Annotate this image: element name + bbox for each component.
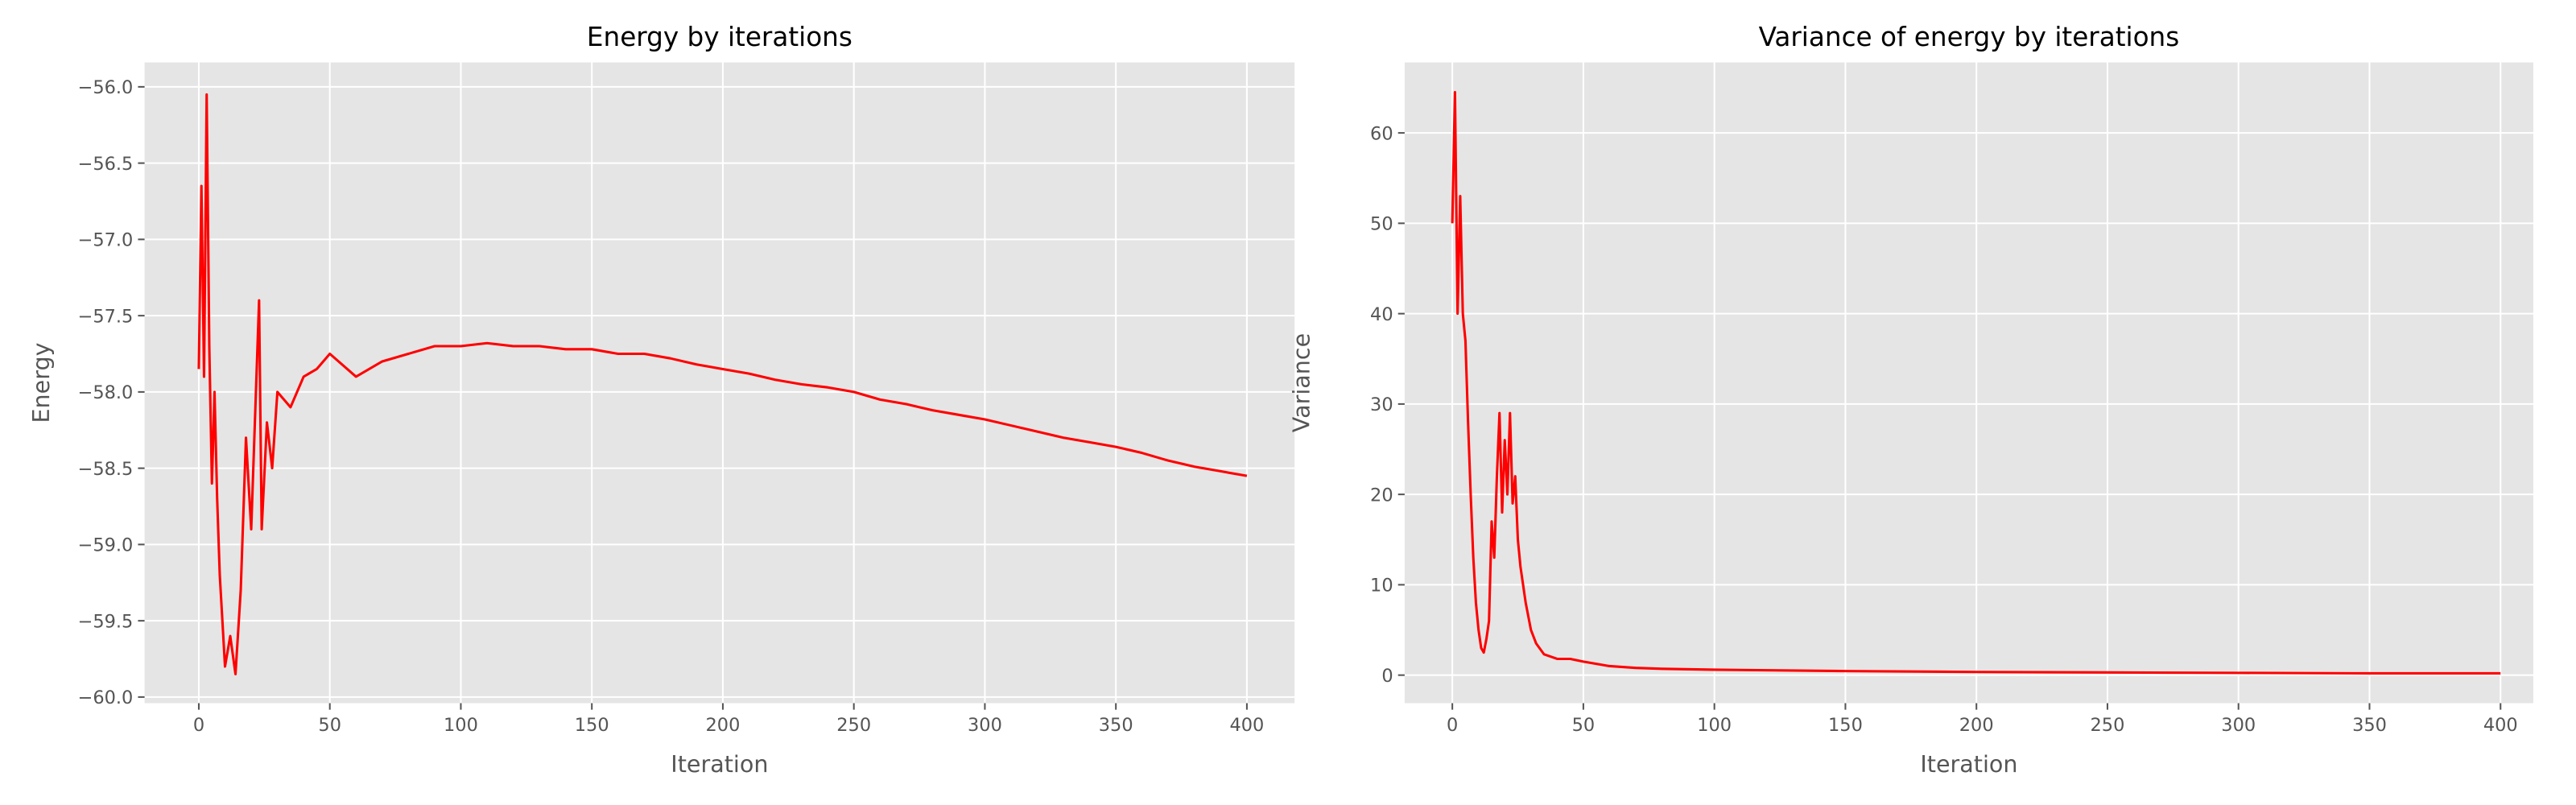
y-tick-label: −58.0 [78,382,134,403]
x-tick-label: 250 [836,715,871,736]
y-tick-label: −57.0 [78,230,134,251]
y-tick-label: 10 [1370,576,1393,597]
x-tick-label: 150 [1828,715,1863,736]
x-axis-label: Iteration [671,750,768,778]
chart-title: Energy by iterations [587,22,852,52]
y-tick-label: −57.5 [78,306,134,327]
x-tick-label: 0 [1447,715,1458,736]
y-tick-label: −59.0 [78,535,134,556]
x-tick-label: 150 [575,715,609,736]
x-tick-label: 100 [1697,715,1732,736]
y-tick-label: 20 [1370,485,1393,506]
x-tick-label: 350 [2352,715,2387,736]
y-tick-label: −56.0 [78,77,134,98]
x-tick-label: 200 [706,715,741,736]
x-tick-label: 100 [444,715,478,736]
y-tick-label: 50 [1370,214,1393,235]
y-tick-label: −58.5 [78,459,134,480]
x-tick-label: 400 [2483,715,2518,736]
x-tick-label: 400 [1230,715,1265,736]
plot-background [1404,62,2533,704]
y-tick-label: 40 [1370,304,1393,325]
plot-background [144,62,1295,704]
x-tick-label: 200 [1959,715,1994,736]
y-tick-label: 60 [1370,123,1393,144]
y-tick-label: 0 [1381,666,1393,687]
y-tick-label: 30 [1370,394,1393,415]
x-axis-label: Iteration [1920,750,2017,778]
x-tick-label: 50 [318,715,341,736]
y-axis-label: Energy [27,342,55,423]
y-axis-label: Variance [1288,333,1315,432]
x-tick-label: 0 [193,715,204,736]
y-tick-label: −60.0 [78,687,134,708]
y-tick-label: −59.5 [78,611,134,632]
data-line [197,93,1248,675]
y-tick-label: −56.5 [78,154,134,175]
x-tick-label: 300 [2221,715,2256,736]
chart-title: Variance of energy by iterations [1759,22,2180,52]
x-tick-label: 300 [968,715,1002,736]
x-tick-label: 350 [1099,715,1133,736]
data-line [1451,91,2501,675]
x-tick-label: 50 [1572,715,1596,736]
x-tick-label: 250 [2091,715,2125,736]
